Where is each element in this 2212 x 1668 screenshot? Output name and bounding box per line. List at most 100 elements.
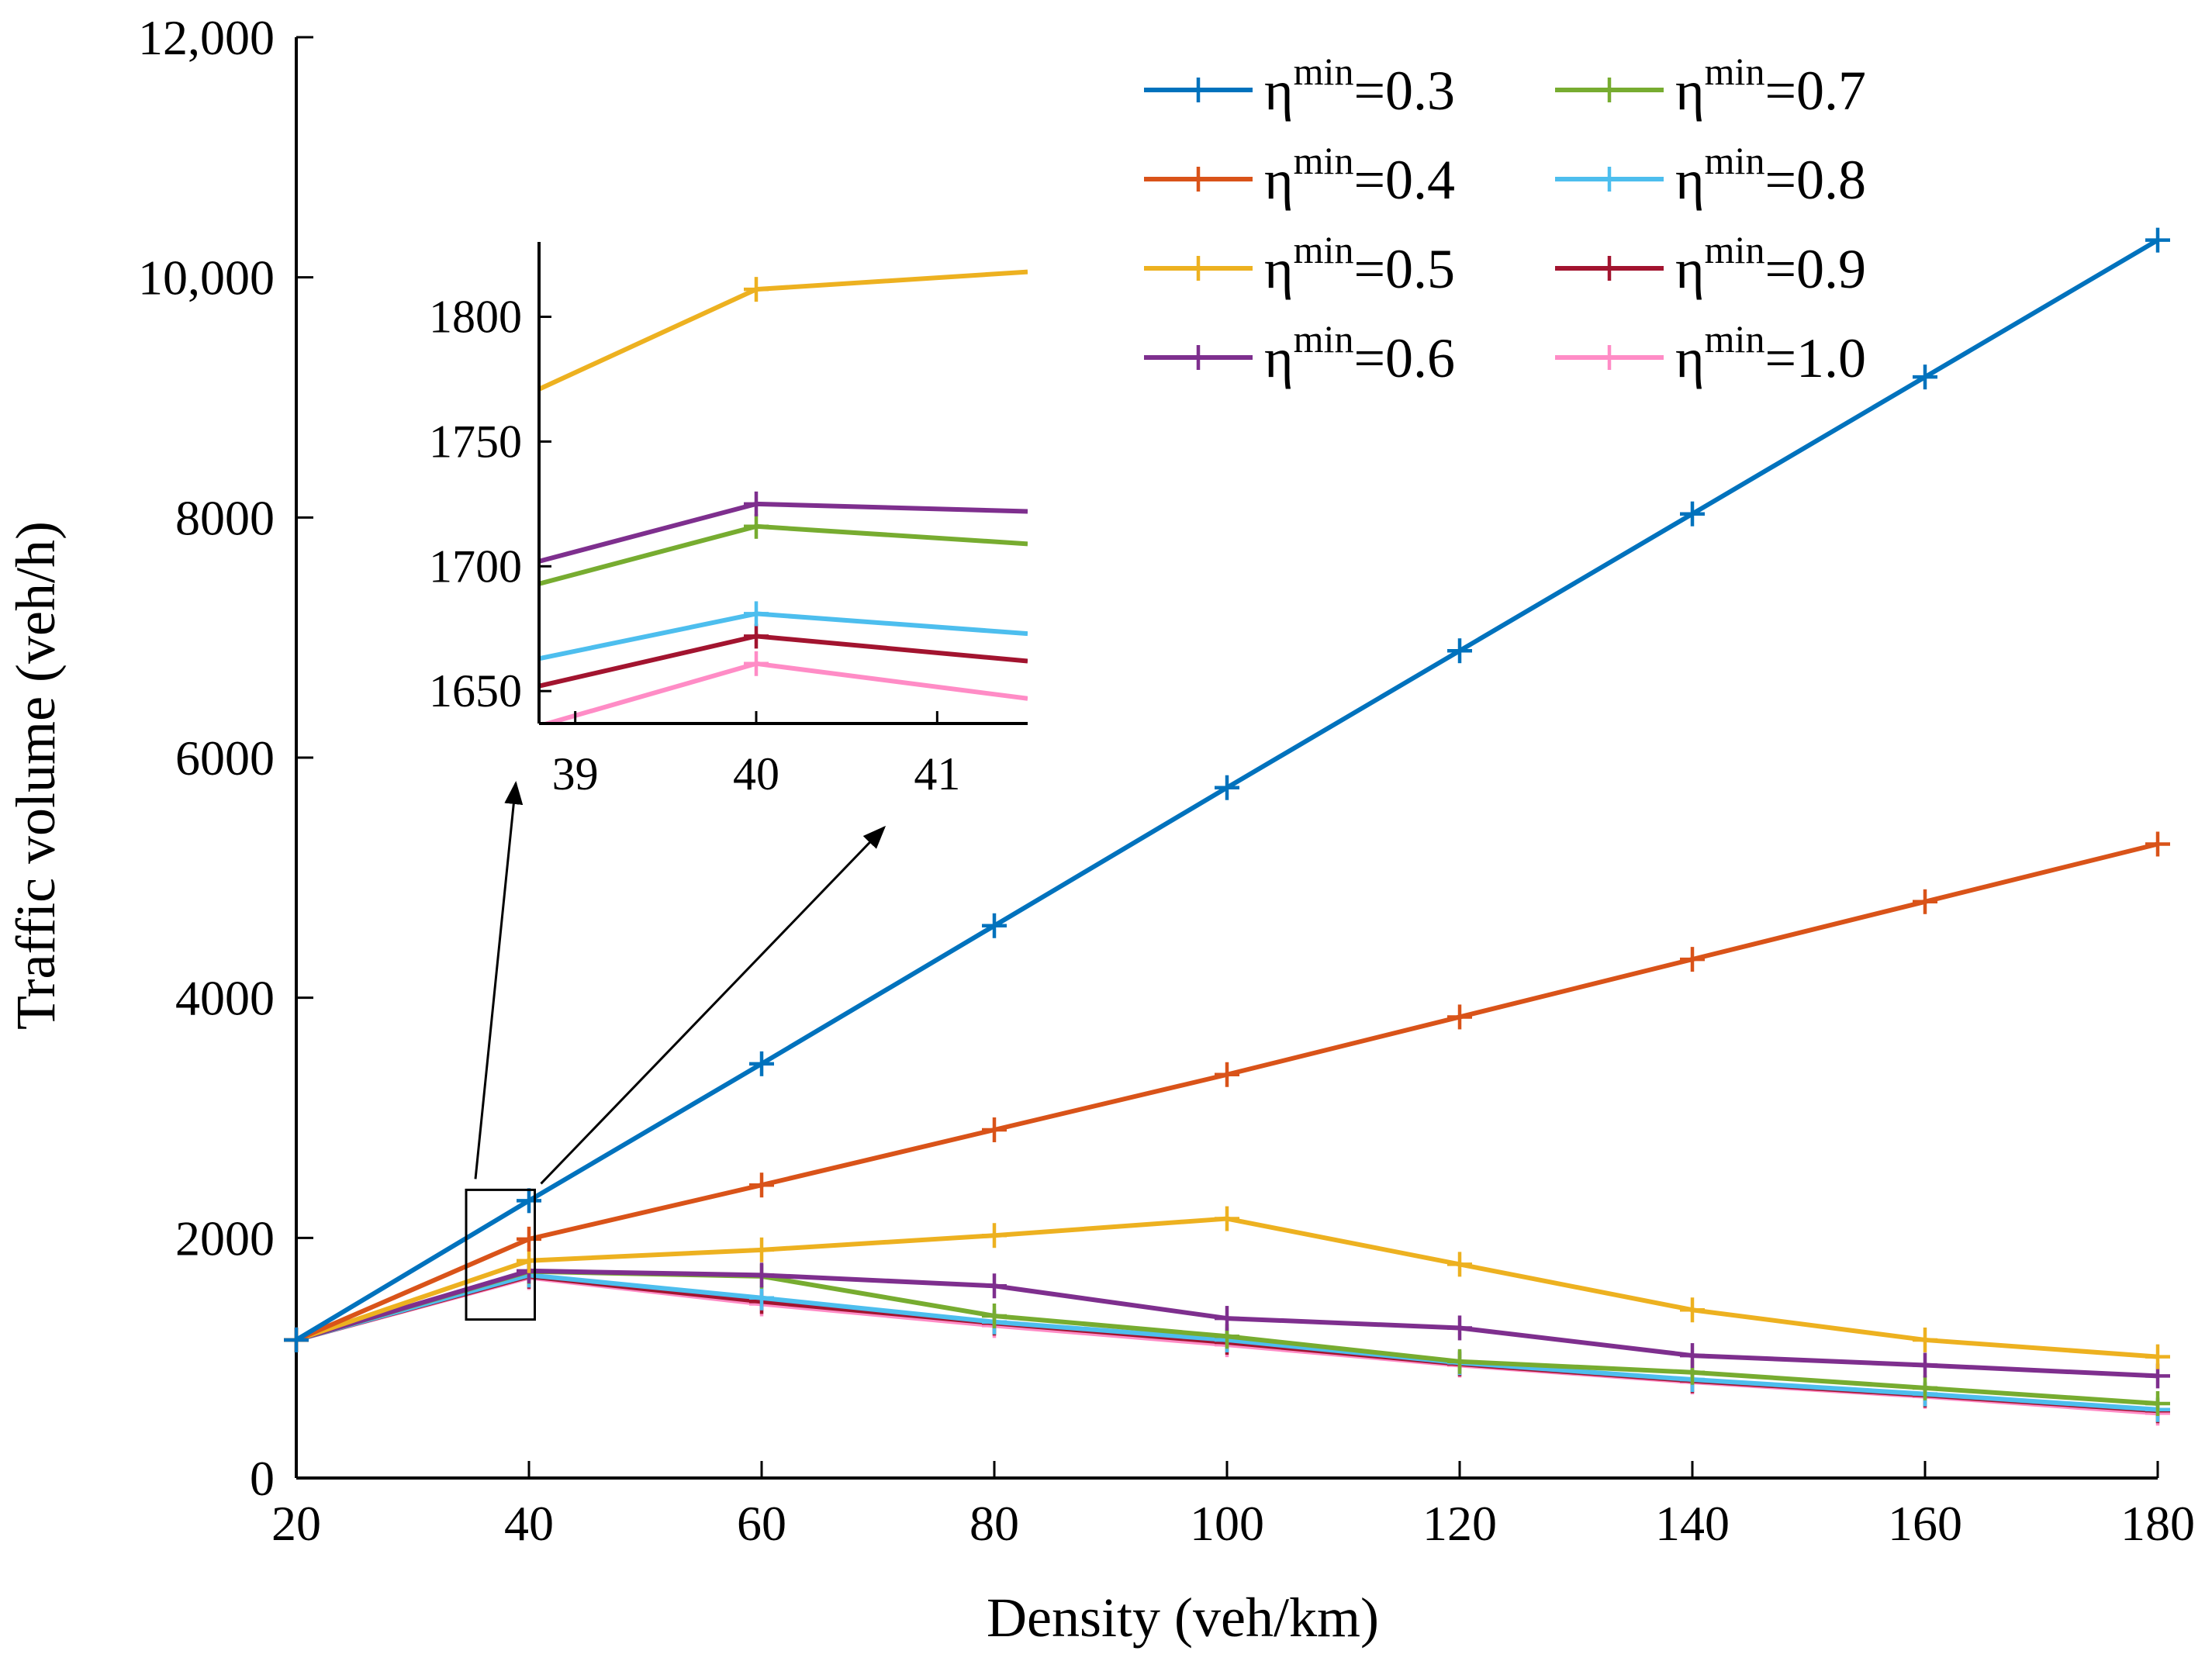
inset-y-tick-label: 1750	[429, 416, 522, 467]
legend-marker	[1186, 167, 1211, 192]
legend-superscript: min	[1705, 317, 1765, 361]
x-tick-label: 140	[1655, 1496, 1730, 1551]
inset-data-point	[744, 651, 769, 676]
legend-label: ηmin=0.7	[1675, 50, 1866, 122]
legend-value: =0.4	[1353, 149, 1455, 211]
legend-symbol: η	[1675, 60, 1705, 122]
x-tick-label: 120	[1422, 1496, 1497, 1551]
x-tick-label: 60	[737, 1496, 786, 1551]
data-point	[1215, 1062, 1239, 1087]
data-point	[517, 1188, 541, 1214]
legend-label: ηmin=0.6	[1264, 317, 1455, 389]
y-tick-label: 10,000	[138, 250, 275, 306]
legend-superscript: min	[1294, 139, 1354, 182]
data-point	[1215, 775, 1239, 800]
legend-marker	[1597, 78, 1622, 102]
data-point	[1447, 1252, 1472, 1277]
legend-value: =0.9	[1764, 238, 1866, 300]
inset-plot: 1650 1700 1750 1800 39 40 41	[429, 242, 1028, 799]
legend-value: =1.0	[1764, 327, 1866, 389]
data-point	[1447, 1004, 1472, 1030]
x-axis-title: Density (veh/km)	[987, 1587, 1379, 1649]
legend-marker	[1186, 78, 1211, 102]
legend-symbol: η	[1675, 149, 1705, 211]
data-point	[749, 1262, 774, 1288]
legend-value: =0.8	[1764, 149, 1866, 211]
inset-data-point	[744, 513, 769, 539]
legend-label: ηmin=0.4	[1264, 139, 1455, 211]
data-point	[2145, 1391, 2170, 1417]
y-tick-label: 0	[250, 1451, 275, 1506]
main-plot-series	[284, 227, 2170, 1426]
data-point	[1215, 1206, 1239, 1231]
legend-entry: ηmin=1.0	[1555, 317, 1866, 389]
legend-entry: ηmin=0.4	[1144, 139, 1455, 211]
data-point	[517, 1226, 541, 1252]
data-point	[1215, 1306, 1239, 1331]
inset-x-tick-label: 41	[914, 748, 960, 799]
legend-superscript: min	[1705, 50, 1765, 93]
y-tick-label: 6000	[175, 730, 275, 786]
x-tick-label: 40	[504, 1496, 554, 1551]
x-tick-label: 100	[1190, 1496, 1264, 1551]
data-point	[749, 1172, 774, 1198]
data-point	[1447, 1349, 1472, 1374]
y-tick-label: 8000	[175, 490, 275, 545]
legend-superscript: min	[1705, 139, 1765, 182]
legend-symbol: η	[1264, 238, 1294, 300]
inset-series-line	[539, 269, 1028, 392]
inset-y-tick-label: 1700	[429, 540, 522, 592]
legend-marker	[1597, 167, 1622, 192]
legend-entry: ηmin=0.7	[1555, 50, 1866, 122]
inset-series-line	[539, 513, 1028, 586]
data-point	[1913, 889, 1937, 914]
inset-data-point	[744, 277, 769, 302]
data-point	[1680, 1297, 1705, 1323]
data-point	[517, 1248, 541, 1273]
data-point	[749, 1237, 774, 1262]
inset-x-tick-label: 40	[733, 748, 779, 799]
data-point	[982, 1303, 1007, 1328]
legend-marker	[1186, 256, 1211, 281]
data-point	[1447, 1315, 1472, 1341]
data-point	[749, 1285, 774, 1311]
legend-value: =0.5	[1353, 238, 1455, 300]
legend-symbol: η	[1264, 60, 1294, 122]
data-point	[982, 1223, 1007, 1248]
inset-background	[539, 242, 1028, 723]
data-point	[2145, 227, 2170, 253]
inset-series-line	[539, 491, 1028, 564]
data-point	[1913, 364, 1937, 390]
legend-value: =0.6	[1353, 327, 1455, 389]
legend-label: ηmin=1.0	[1675, 317, 1866, 389]
data-point	[982, 1117, 1007, 1142]
y-axis-title: Traffic volume (veh/h)	[5, 521, 67, 1030]
zoom-arrow-right	[540, 825, 887, 1185]
legend-superscript: min	[1294, 50, 1354, 93]
legend-symbol: η	[1675, 327, 1705, 389]
inset-series-line	[539, 623, 1028, 689]
data-point	[2145, 1344, 2170, 1369]
x-tick-label: 20	[271, 1496, 321, 1551]
y-tick-label: 4000	[175, 971, 275, 1026]
data-point	[982, 913, 1007, 938]
data-point	[1680, 1343, 1705, 1369]
x-tick-label: 160	[1888, 1496, 1962, 1551]
inset-data-point	[744, 623, 769, 649]
data-point	[1913, 1352, 1937, 1378]
legend-marker	[1186, 345, 1211, 370]
legend-entry: ηmin=0.6	[1144, 317, 1455, 389]
legend-label: ηmin=0.5	[1264, 228, 1455, 300]
inset-series-line	[539, 651, 1028, 723]
legend-superscript: min	[1294, 228, 1354, 271]
legend-marker	[1597, 345, 1622, 370]
data-point	[2145, 831, 2170, 857]
x-tick-label: 80	[969, 1496, 1019, 1551]
legend-label: ηmin=0.3	[1264, 50, 1455, 122]
legend-entry: ηmin=0.5	[1144, 228, 1455, 300]
series-1	[284, 227, 2170, 1352]
data-point	[1680, 947, 1705, 972]
legend-marker	[1597, 256, 1622, 281]
legend-superscript: min	[1705, 228, 1765, 271]
